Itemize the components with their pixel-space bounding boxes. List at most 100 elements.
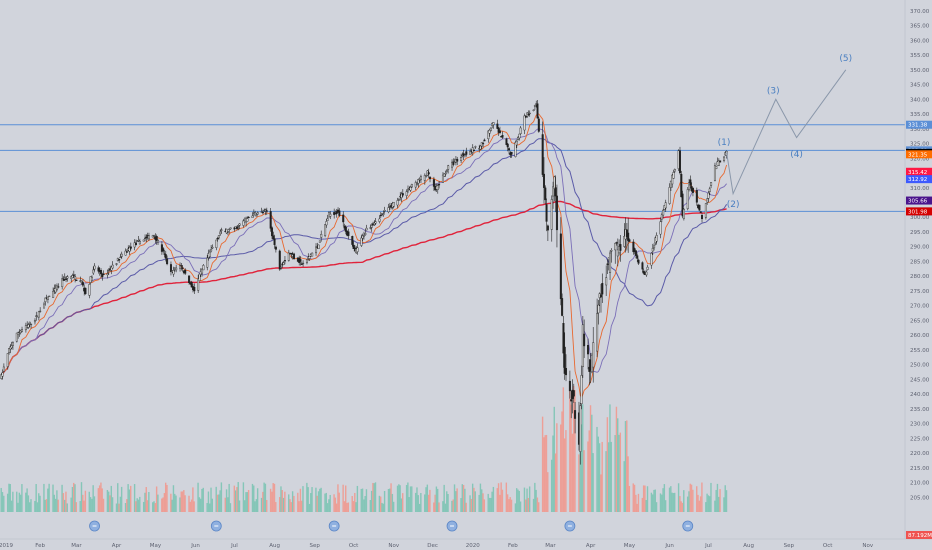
y-tick-label: 360.00 xyxy=(910,38,930,44)
volume-bar xyxy=(491,491,493,512)
volume-bar xyxy=(400,498,403,512)
candle-body xyxy=(134,242,137,246)
candle-body xyxy=(172,270,175,275)
candle-body xyxy=(524,115,527,118)
candle-body xyxy=(682,209,685,219)
volume-bar xyxy=(346,502,348,512)
volume-bar xyxy=(398,484,400,512)
volume-bar xyxy=(28,502,31,512)
volume-bar xyxy=(162,497,164,512)
volume-bar xyxy=(455,491,457,512)
elliott-wave-projection[interactable] xyxy=(726,69,847,196)
volume-bar xyxy=(544,435,546,512)
volume-bar xyxy=(668,487,671,512)
candle-body xyxy=(311,252,314,257)
volume-bar xyxy=(699,496,702,512)
volume-bar xyxy=(6,493,9,512)
event-markers[interactable] xyxy=(89,520,694,532)
volume-bar xyxy=(541,416,544,512)
volume-bar xyxy=(299,488,302,512)
volume-bar xyxy=(273,483,276,512)
volume-bar xyxy=(119,496,122,512)
volume-bar xyxy=(387,488,390,512)
candle-body xyxy=(619,244,622,251)
candle-body xyxy=(202,265,205,271)
volume-bar xyxy=(163,493,166,512)
candle-body xyxy=(92,269,95,274)
moving-average-10 xyxy=(0,113,728,400)
y-tick-label: 350.00 xyxy=(910,68,930,74)
price-axis[interactable]: 370.00 365.00 360.00 355.00 350.00 345.00 340.… xyxy=(904,0,930,539)
volume-bar xyxy=(715,489,717,512)
x-tick-label: Oct xyxy=(823,543,833,549)
candle-body xyxy=(632,241,635,253)
candle-body xyxy=(664,202,667,209)
time-axis[interactable]: 2019 Feb Mar Apr May Jun Jul Aug Sep Oct Nov Dec 202… xyxy=(0,538,932,549)
volume-bar xyxy=(229,503,232,512)
volume-bar xyxy=(102,498,105,512)
candle-body xyxy=(216,238,219,240)
candle-body xyxy=(528,112,531,115)
y-tick-label: 245.00 xyxy=(910,377,930,383)
volume-bar xyxy=(184,495,186,512)
volume-bar xyxy=(706,493,708,512)
candle-body xyxy=(563,346,566,374)
volume-bar xyxy=(161,498,163,512)
candle-body xyxy=(614,242,617,251)
volume-bar xyxy=(88,491,90,512)
volume-bar xyxy=(157,494,159,512)
y-tick-label: 270.00 xyxy=(910,304,930,310)
volume-bar xyxy=(433,502,435,512)
volume-bar xyxy=(281,490,283,512)
support-resistance-lines[interactable] xyxy=(0,124,905,212)
candle-body xyxy=(429,176,432,180)
volume-bar xyxy=(587,441,589,512)
y-tick-label: 320.00 xyxy=(910,156,930,162)
candle-body xyxy=(128,247,131,252)
volume-bars xyxy=(0,386,728,512)
volume-bar xyxy=(645,500,647,512)
volume-bar xyxy=(579,417,581,512)
candle-body xyxy=(236,226,239,229)
volume-bar xyxy=(589,405,592,512)
y-tick-label: 340.00 xyxy=(910,97,930,103)
candle-body xyxy=(662,209,665,216)
candle-body xyxy=(329,213,332,217)
volume-bar xyxy=(44,499,46,512)
candle-body xyxy=(57,286,60,288)
x-tick-label: Oct xyxy=(349,543,359,549)
volume-bar xyxy=(329,494,331,512)
volume-bar xyxy=(135,501,137,512)
wave-label: (1) xyxy=(718,138,731,148)
candles xyxy=(0,100,728,465)
x-tick-label: Mar xyxy=(545,543,556,549)
volume-bar xyxy=(671,492,673,512)
candle-body xyxy=(88,284,91,296)
candle-body xyxy=(145,236,148,239)
volume-bar xyxy=(215,486,217,512)
volume-bar xyxy=(535,489,537,512)
x-tick-label: 2019 xyxy=(0,543,13,549)
candle-body xyxy=(102,273,105,275)
candle-body xyxy=(636,255,639,259)
candle-body xyxy=(637,259,640,264)
volume-bar xyxy=(363,499,365,512)
volume-bar xyxy=(130,485,132,512)
volume-bar xyxy=(34,500,36,512)
volume-bar xyxy=(414,492,417,512)
x-tick-label: May xyxy=(150,543,162,549)
candle-body xyxy=(681,193,684,217)
volume-bar xyxy=(583,450,585,512)
volume-bar xyxy=(443,484,445,512)
price-tag-box xyxy=(906,150,932,159)
volume-bar xyxy=(218,494,220,512)
candle-body xyxy=(505,138,508,145)
volume-bar xyxy=(646,486,649,512)
volume-bar xyxy=(519,501,522,512)
candle-body xyxy=(120,253,123,257)
candle-body xyxy=(691,187,694,193)
candle-body xyxy=(21,329,24,332)
y-tick-label: 205.00 xyxy=(910,495,930,501)
volume-bar xyxy=(120,486,123,512)
